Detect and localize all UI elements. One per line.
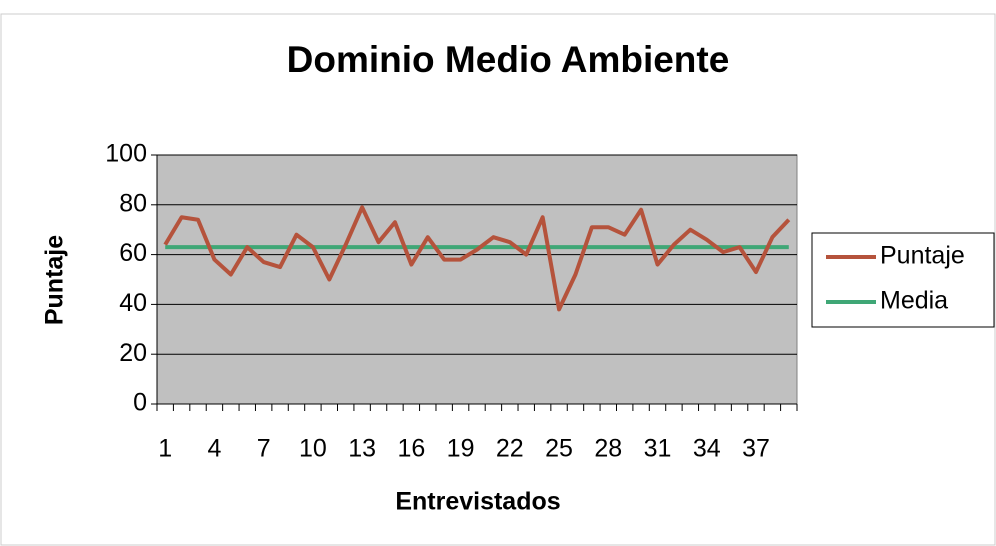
x-tick-label: 37 bbox=[742, 435, 770, 463]
x-tick-label: 10 bbox=[299, 435, 327, 463]
x-tick-label: 4 bbox=[207, 435, 221, 463]
y-tick-label: 100 bbox=[105, 140, 147, 168]
y-axis-label: Puntaje bbox=[41, 235, 69, 325]
x-tick-label: 28 bbox=[594, 435, 622, 463]
y-tick-label: 0 bbox=[133, 389, 147, 417]
x-tick-label: 34 bbox=[693, 435, 721, 463]
x-axis-label: Entrevistados bbox=[395, 488, 560, 516]
legend-label: Puntaje bbox=[880, 242, 965, 270]
legend-box bbox=[811, 232, 995, 328]
line-series bbox=[163, 205, 791, 312]
y-tick-label: 80 bbox=[119, 189, 147, 217]
y-tick-label: 60 bbox=[119, 239, 147, 267]
x-tick-label: 1 bbox=[158, 435, 172, 463]
x-tick-label: 22 bbox=[496, 435, 524, 463]
plot-area bbox=[156, 154, 798, 405]
y-tick-label: 20 bbox=[119, 339, 147, 367]
x-tick-label: 31 bbox=[644, 435, 672, 463]
x-tick-label: 19 bbox=[447, 435, 475, 463]
x-tick-label: 13 bbox=[348, 435, 376, 463]
x-tick-label: 25 bbox=[545, 435, 573, 463]
x-tick-label: 16 bbox=[397, 435, 425, 463]
x-tick-label: 7 bbox=[257, 435, 271, 463]
y-tick-label: 40 bbox=[119, 289, 147, 317]
legend-label: Media bbox=[880, 287, 948, 315]
chart-title: Dominio Medio Ambiente bbox=[287, 39, 730, 80]
